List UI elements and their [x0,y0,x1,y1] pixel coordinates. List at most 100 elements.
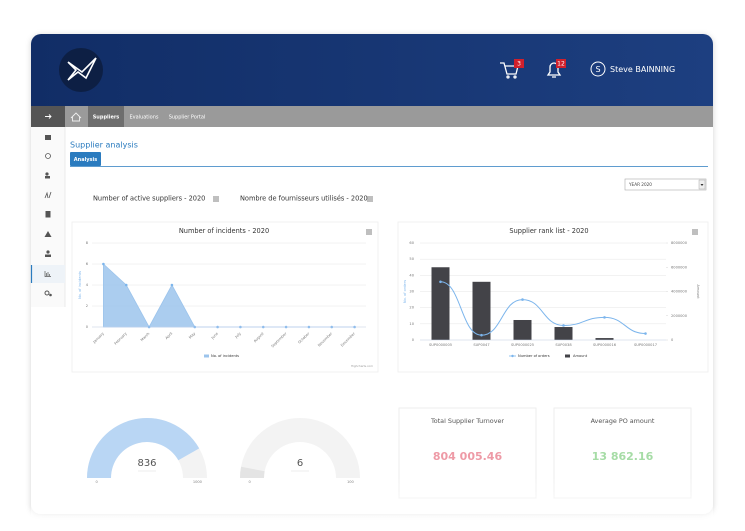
menu-icon[interactable] [45,211,51,218]
menu-icon[interactable] [45,153,51,159]
kpi-value: 804 005.46 [433,450,503,463]
legend-label: Number of orders [518,354,550,358]
y2-tick-label: 2000000 [671,314,688,318]
nav-tab[interactable]: Suppliers [93,115,120,121]
data-point [439,280,442,284]
y-tick-label: 10 [409,322,414,326]
x-tick-label: May [188,331,197,340]
x-tick-label: SUP0000017 [634,343,657,347]
x-tick-label: April [165,332,174,341]
y-tick-label: 30 [409,290,414,294]
dynamic-content: Number of incidents - 2020 0 2 4 6 8 No. of in… [78,227,700,484]
bar [513,319,532,340]
gauge-value-label: 836 [137,458,156,469]
page-title: Supplier analysis [70,141,138,150]
data-point [521,298,524,301]
data-point [644,332,647,335]
legend-swatch [204,354,209,358]
menu-shape [45,176,50,179]
nav-bar [31,106,713,127]
legend-swatch [511,354,514,358]
data-point [170,283,174,287]
legend-label: No. of incidents [211,354,239,358]
data-point [603,316,606,319]
y2-axis-title: Amount [696,284,700,299]
user-initial: S [595,65,600,74]
y2-tick-label: 4000000 [671,290,688,294]
kpi-title: Average PO amount [591,417,655,425]
nav-tab[interactable]: Evaluations [130,115,159,121]
y-tick-label: 60 [409,241,414,245]
bar [595,338,614,340]
menu-icon[interactable] [45,172,49,176]
nav-tab[interactable]: Supplier Portal [169,115,206,121]
y2-tick-label: 0 [671,338,674,342]
legend-label: Amount [573,354,588,358]
legend-swatch [565,354,570,358]
y-tick-label: 4 [86,283,89,287]
y-tick-label: 8 [86,241,89,245]
y-axis-title: No. of incidents [78,271,82,299]
data-point [102,262,105,266]
bell-icon[interactable] [546,62,562,78]
chart-credit: Highcharts.com [351,364,373,368]
bottom-fade [31,478,713,531]
bar [554,327,573,340]
y2-tick-label: 8000000 [671,241,688,245]
analysis-tab-label: Analysis [74,157,97,163]
x-tick-label: June [210,331,220,341]
bar [472,281,491,340]
sidebar-icons [44,135,52,297]
notification-count: 12 [557,60,565,67]
bar [431,267,450,340]
data-point [124,283,128,287]
y-tick-label: 2 [86,304,88,308]
home-icon[interactable] [70,112,82,122]
year-select[interactable] [624,178,707,191]
data-point [562,324,565,327]
y2-tick-label: 6000000 [671,265,688,269]
menu-icon[interactable] [46,250,50,254]
user-name[interactable]: Steve BAINNING [610,65,675,74]
chart-heading: Nombre de fournisseurs utilisés - 2020 [240,195,368,203]
gauge-track [240,417,360,478]
notification-badge [556,59,566,68]
y-tick-label: 0 [86,325,89,329]
gauge-value [87,418,200,478]
menu-icon[interactable] [44,271,51,277]
chart-menu-icons[interactable] [366,229,698,235]
x-tick-label: March [140,332,151,343]
user-avatar[interactable] [590,61,606,77]
x-tick-label: SUP0000005 [429,343,452,347]
chart-title: Number of incidents - 2020 [179,227,269,235]
gauge-value [240,466,265,478]
header-bar [31,34,713,106]
x-tick-label: SUP0000025 [511,343,534,347]
y-tick-label: 6 [86,262,89,266]
menu-shape [49,293,52,297]
menu-icon[interactable] [45,135,51,140]
kpi-title: Total Supplier Turnover [430,417,504,425]
x-tick-label: SUP0038 [555,343,572,347]
chart-menu-icons[interactable] [213,196,373,202]
cart-badge [514,59,524,68]
year-select-label: YEAR 2020 [628,182,652,187]
y-tick-label: 0 [412,338,415,342]
logo-mark [67,57,97,81]
chart-heading: Number of active suppliers - 2020 [93,195,205,203]
menu-icon[interactable] [44,290,50,296]
chart-title: Supplier rank list - 2020 [509,227,588,235]
x-tick-label: SUP0000016 [593,343,617,347]
analysis-tab[interactable] [70,152,101,166]
menu-icon[interactable] [44,191,52,199]
menu-icon[interactable] [44,231,52,237]
toggle-arrow [45,114,52,119]
gauge-value-label: 6 [297,458,303,469]
y-axis-title: No. of orders [403,280,407,303]
chart-panel [397,221,709,373]
kpi-value: 13 862.16 [592,450,654,463]
y-tick-label: 50 [409,257,414,261]
cart-count: 3 [517,60,521,67]
logo[interactable] [59,48,103,92]
